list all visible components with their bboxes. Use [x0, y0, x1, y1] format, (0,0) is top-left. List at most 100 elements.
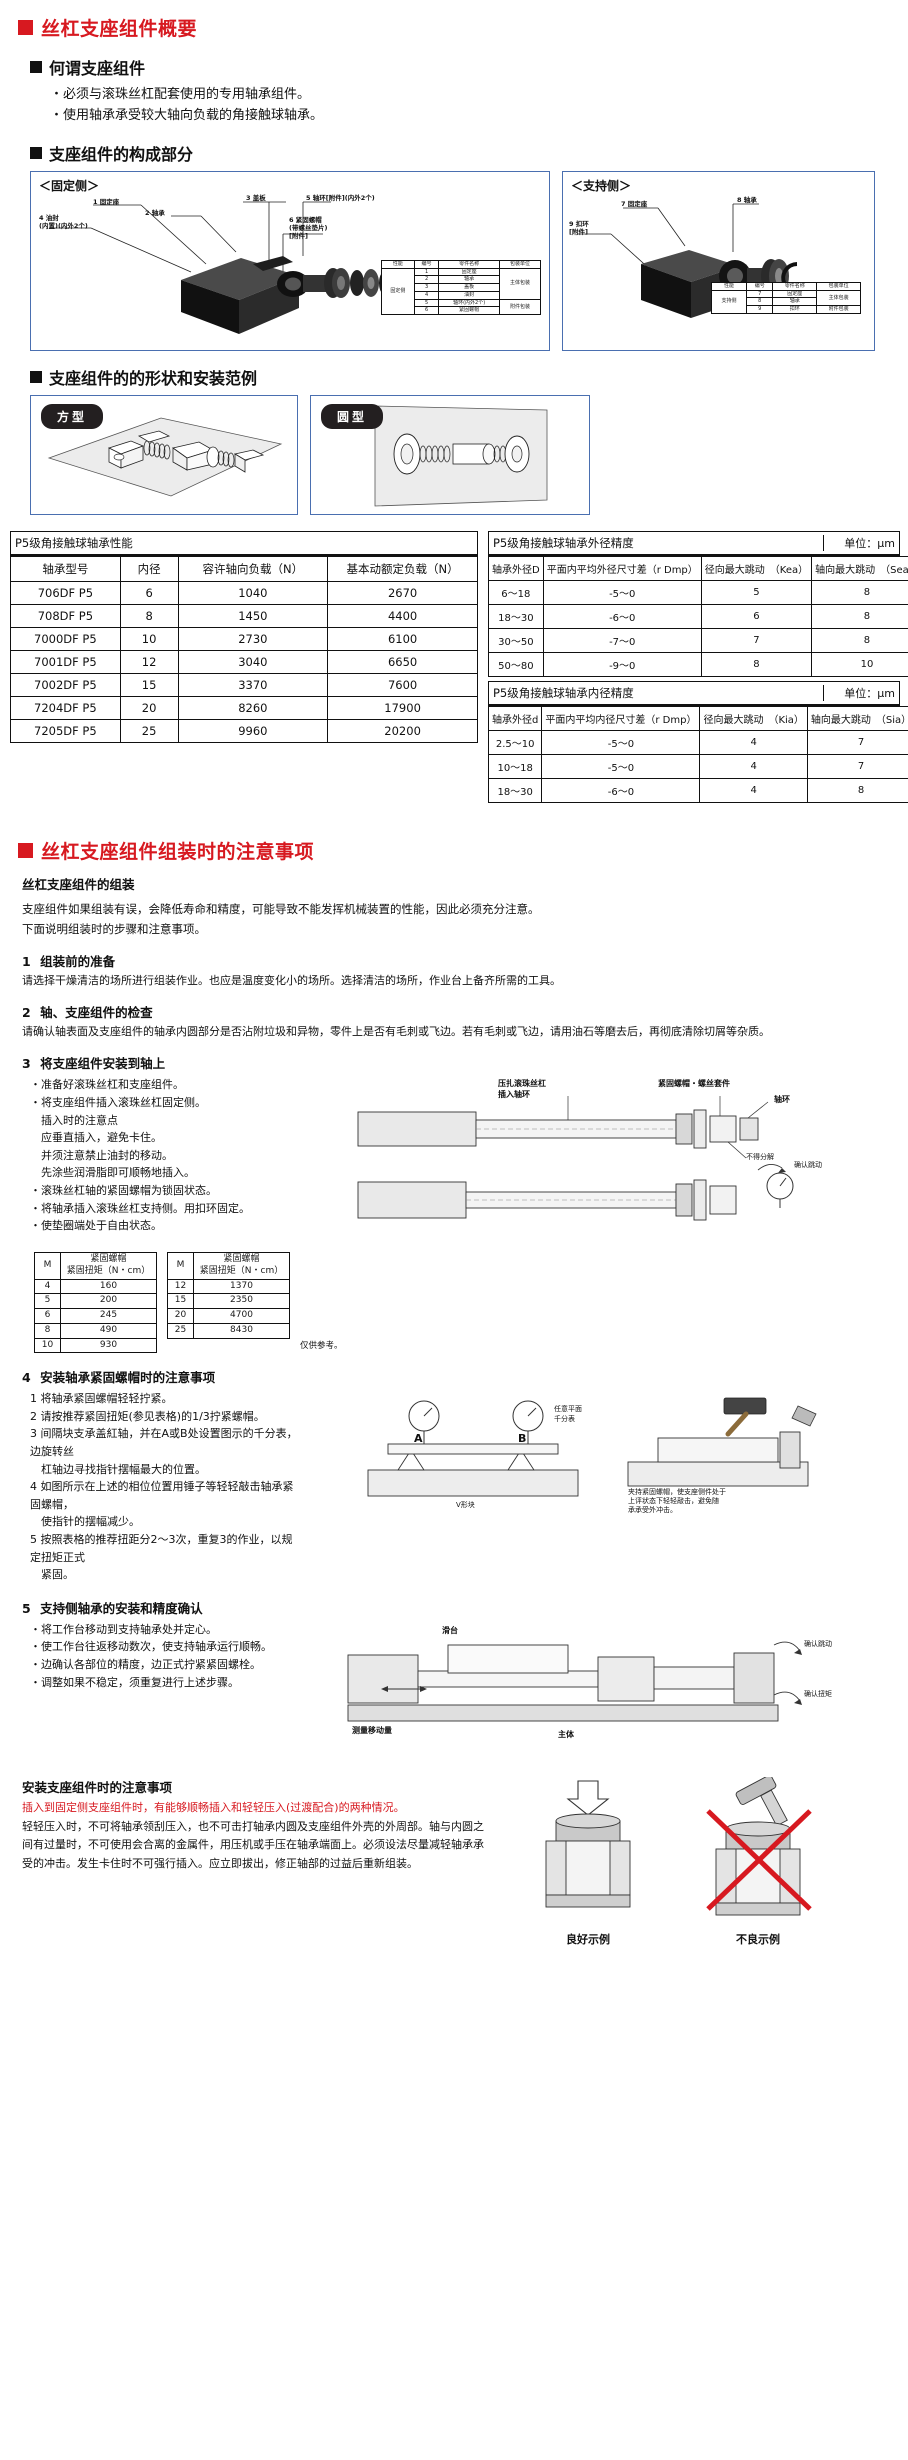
table-cell: 2.5～10: [489, 730, 542, 754]
table-cell: 245: [61, 1309, 157, 1324]
step-4-drawing: [328, 1388, 886, 1518]
table-cell: -9～0: [543, 652, 701, 676]
bullet-item: 使用轴承承受较大轴向负载的角接触球轴承。: [50, 105, 908, 126]
list-item: ・使工作台往返移动数次，使支持轴承运行顺畅。: [30, 1638, 298, 1656]
list-item: 使指针的摆幅减少。: [30, 1513, 298, 1531]
heading-components: 支座组件的构成部分: [30, 141, 908, 165]
table-cell: -7～0: [543, 628, 701, 652]
red-square-bullet-icon: [18, 843, 33, 858]
table-cell: 2350: [194, 1294, 290, 1309]
list-item: ・将轴承插入滚珠丝杠支持侧。用扣环固定。: [30, 1200, 298, 1218]
table-cell: 20: [168, 1309, 194, 1324]
table-cell: 4: [700, 778, 807, 802]
table-cell: 7205DF P5: [11, 719, 121, 742]
warning-heading: 安装支座组件时的注意事项: [22, 1777, 492, 1796]
table-cell: 8: [812, 604, 908, 628]
label-gauge-a: A: [414, 1432, 423, 1445]
table-cell: -5～0: [543, 580, 701, 604]
step-2-heading: 2 轴、支座组件的检查: [22, 1002, 886, 1021]
label-measure-travel: 测量移动量: [352, 1725, 392, 1736]
bullet-item: 必须与滚珠丝杠配套使用的专用轴承组件。: [50, 84, 908, 105]
label-main-body: 主体: [558, 1729, 574, 1740]
shape-example-row: 方型: [30, 395, 875, 515]
table-cell: 7002DF P5: [11, 673, 121, 696]
list-item: 先涂些润滑脂即可顺畅地插入。: [30, 1164, 298, 1182]
heading-assembly-notes-text: 丝杠支座组件组装时的注意事项: [41, 837, 314, 864]
list-item: ・边确认各部位的精度，边正式拧紧紧固螺栓。: [30, 1656, 298, 1674]
table-cell: 5: [35, 1294, 61, 1309]
table-cell: 7: [701, 628, 811, 652]
table-cell: 30～50: [489, 628, 544, 652]
list-item: ・调整如果不稳定，须重复进行上述步骤。: [30, 1674, 298, 1692]
table-cell: 7: [807, 730, 908, 754]
table-cell: 6100: [328, 627, 478, 650]
bearing-performance-table-wrap: P5级角接触球轴承性能 轴承型号 内径 容许轴向负载（N） 基本动额定负载（N）…: [10, 531, 478, 743]
spec-tables-section: P5级角接触球轴承性能 轴承型号 内径 容许轴向负载（N） 基本动额定负载（N）…: [10, 531, 908, 803]
support-side-illustration: [563, 172, 874, 350]
label-check-runout: 确认跳动: [794, 1160, 822, 1170]
label-insert-collar: 压扎滚珠丝杠 插入轴环: [498, 1078, 546, 1100]
step-4-heading: 4 安装轴承紧固螺帽时的注意事项: [22, 1367, 886, 1386]
list-item: ・将工作台移动到支持轴承处并定心。: [30, 1621, 298, 1639]
list-item: 1 将轴承紧固螺帽轻轻拧紧。: [30, 1390, 298, 1408]
step-1-body: 请选择干燥清洁的场所进行组装作业。也应是温度变化小的场所。选择清洁的场所，作业台…: [22, 972, 886, 990]
table-cell: 4700: [194, 1309, 290, 1324]
table-header-row: 轴承外径d 平面内平均内径尺寸差（r Dmp） 径向最大跳动 （Kia） 轴向最…: [489, 706, 908, 730]
table-unit: 单位：μm: [823, 685, 895, 701]
fixed-side-label: ＜固定侧＞: [39, 177, 99, 194]
warning-paragraph: 轻轻压入时，不可将轴承领刮压入，也不可击打轴承内圆及支座组件外壳的外周部。轴与内…: [22, 1818, 492, 1872]
table-cell: 7204DF P5: [11, 696, 121, 719]
table-cell: 3370: [178, 673, 328, 696]
step-5-illustration: 滑台 测量移动量 确认跳动 确认扭矩 主体: [328, 1619, 886, 1759]
table-cell: 4: [35, 1279, 61, 1294]
table-cell: 490: [61, 1323, 157, 1338]
step-title: 支持侧轴承的安装和精度确认: [40, 1601, 203, 1616]
step-2-body: 请确认轴表面及支座组件的轴承内圆部分是否沾附垃圾和异物，零件上是否有毛刺或飞边。…: [22, 1023, 886, 1041]
step-title: 将支座组件安装到轴上: [40, 1056, 165, 1071]
table-caption: P5级角接触球轴承性能: [10, 531, 478, 556]
step-4-list: 1 将轴承紧固螺帽轻轻拧紧。2 请按推荐紧固扭矩(参见表格)的1/3拧紧螺帽。3…: [30, 1390, 298, 1584]
step-5-drawing: [328, 1619, 886, 1759]
list-item: 2 请按推荐紧固扭矩(参见表格)的1/3拧紧螺帽。: [30, 1408, 298, 1426]
callout-support-seat: 7 固定座: [621, 200, 647, 208]
table-cell: 930: [61, 1338, 157, 1353]
list-item: 应垂直插入，避免卡住。: [30, 1129, 298, 1147]
table-cell: 15: [120, 673, 178, 696]
black-square-bullet-icon: [30, 147, 42, 159]
table-cell: 8430: [194, 1323, 290, 1338]
torque-col-line1: 紧固螺帽: [61, 1253, 157, 1266]
table-cell: 25: [168, 1323, 194, 1338]
table-unit: 单位：μm: [823, 535, 895, 551]
step-title: 组装前的准备: [40, 954, 115, 969]
label-do-not-disassemble: 不得分解: [746, 1152, 774, 1162]
label-check-torque: 确认扭矩: [804, 1689, 832, 1699]
label-collar: 轴环: [774, 1094, 790, 1105]
table-caption: P5级角接触球轴承外径精度 单位：μm: [488, 531, 900, 556]
table-caption: P5级角接触球轴承内径精度 单位：μm: [488, 681, 900, 706]
table-cell: 9960: [178, 719, 328, 742]
step-3-drawing: [328, 1074, 886, 1244]
table-cell: 4: [700, 730, 807, 754]
table-cell: -5～0: [542, 730, 700, 754]
step-title: 轴、支座组件的检查: [40, 1005, 153, 1020]
table-cell: 6: [120, 581, 178, 604]
subheading-assembly: 丝杠支座组件的组装: [22, 874, 886, 893]
step-4-columns: 1 将轴承紧固螺帽轻轻拧紧。2 请按推荐紧固扭矩(参见表格)的1/3拧紧螺帽。3…: [22, 1388, 886, 1584]
red-square-bullet-icon: [18, 20, 33, 35]
table-row: 固定侧 1 固定座 主体包装: [382, 268, 541, 276]
bad-example-caption: 不良示例: [718, 1931, 798, 1947]
table-cell: 8: [812, 628, 908, 652]
table-cell: 706DF P5: [11, 581, 121, 604]
step-3-text-col: ・准备好滚珠丝杠和支座组件。・将支座组件插入滚珠丝杠固定侧。 插入时的注意点 应…: [22, 1074, 320, 1244]
